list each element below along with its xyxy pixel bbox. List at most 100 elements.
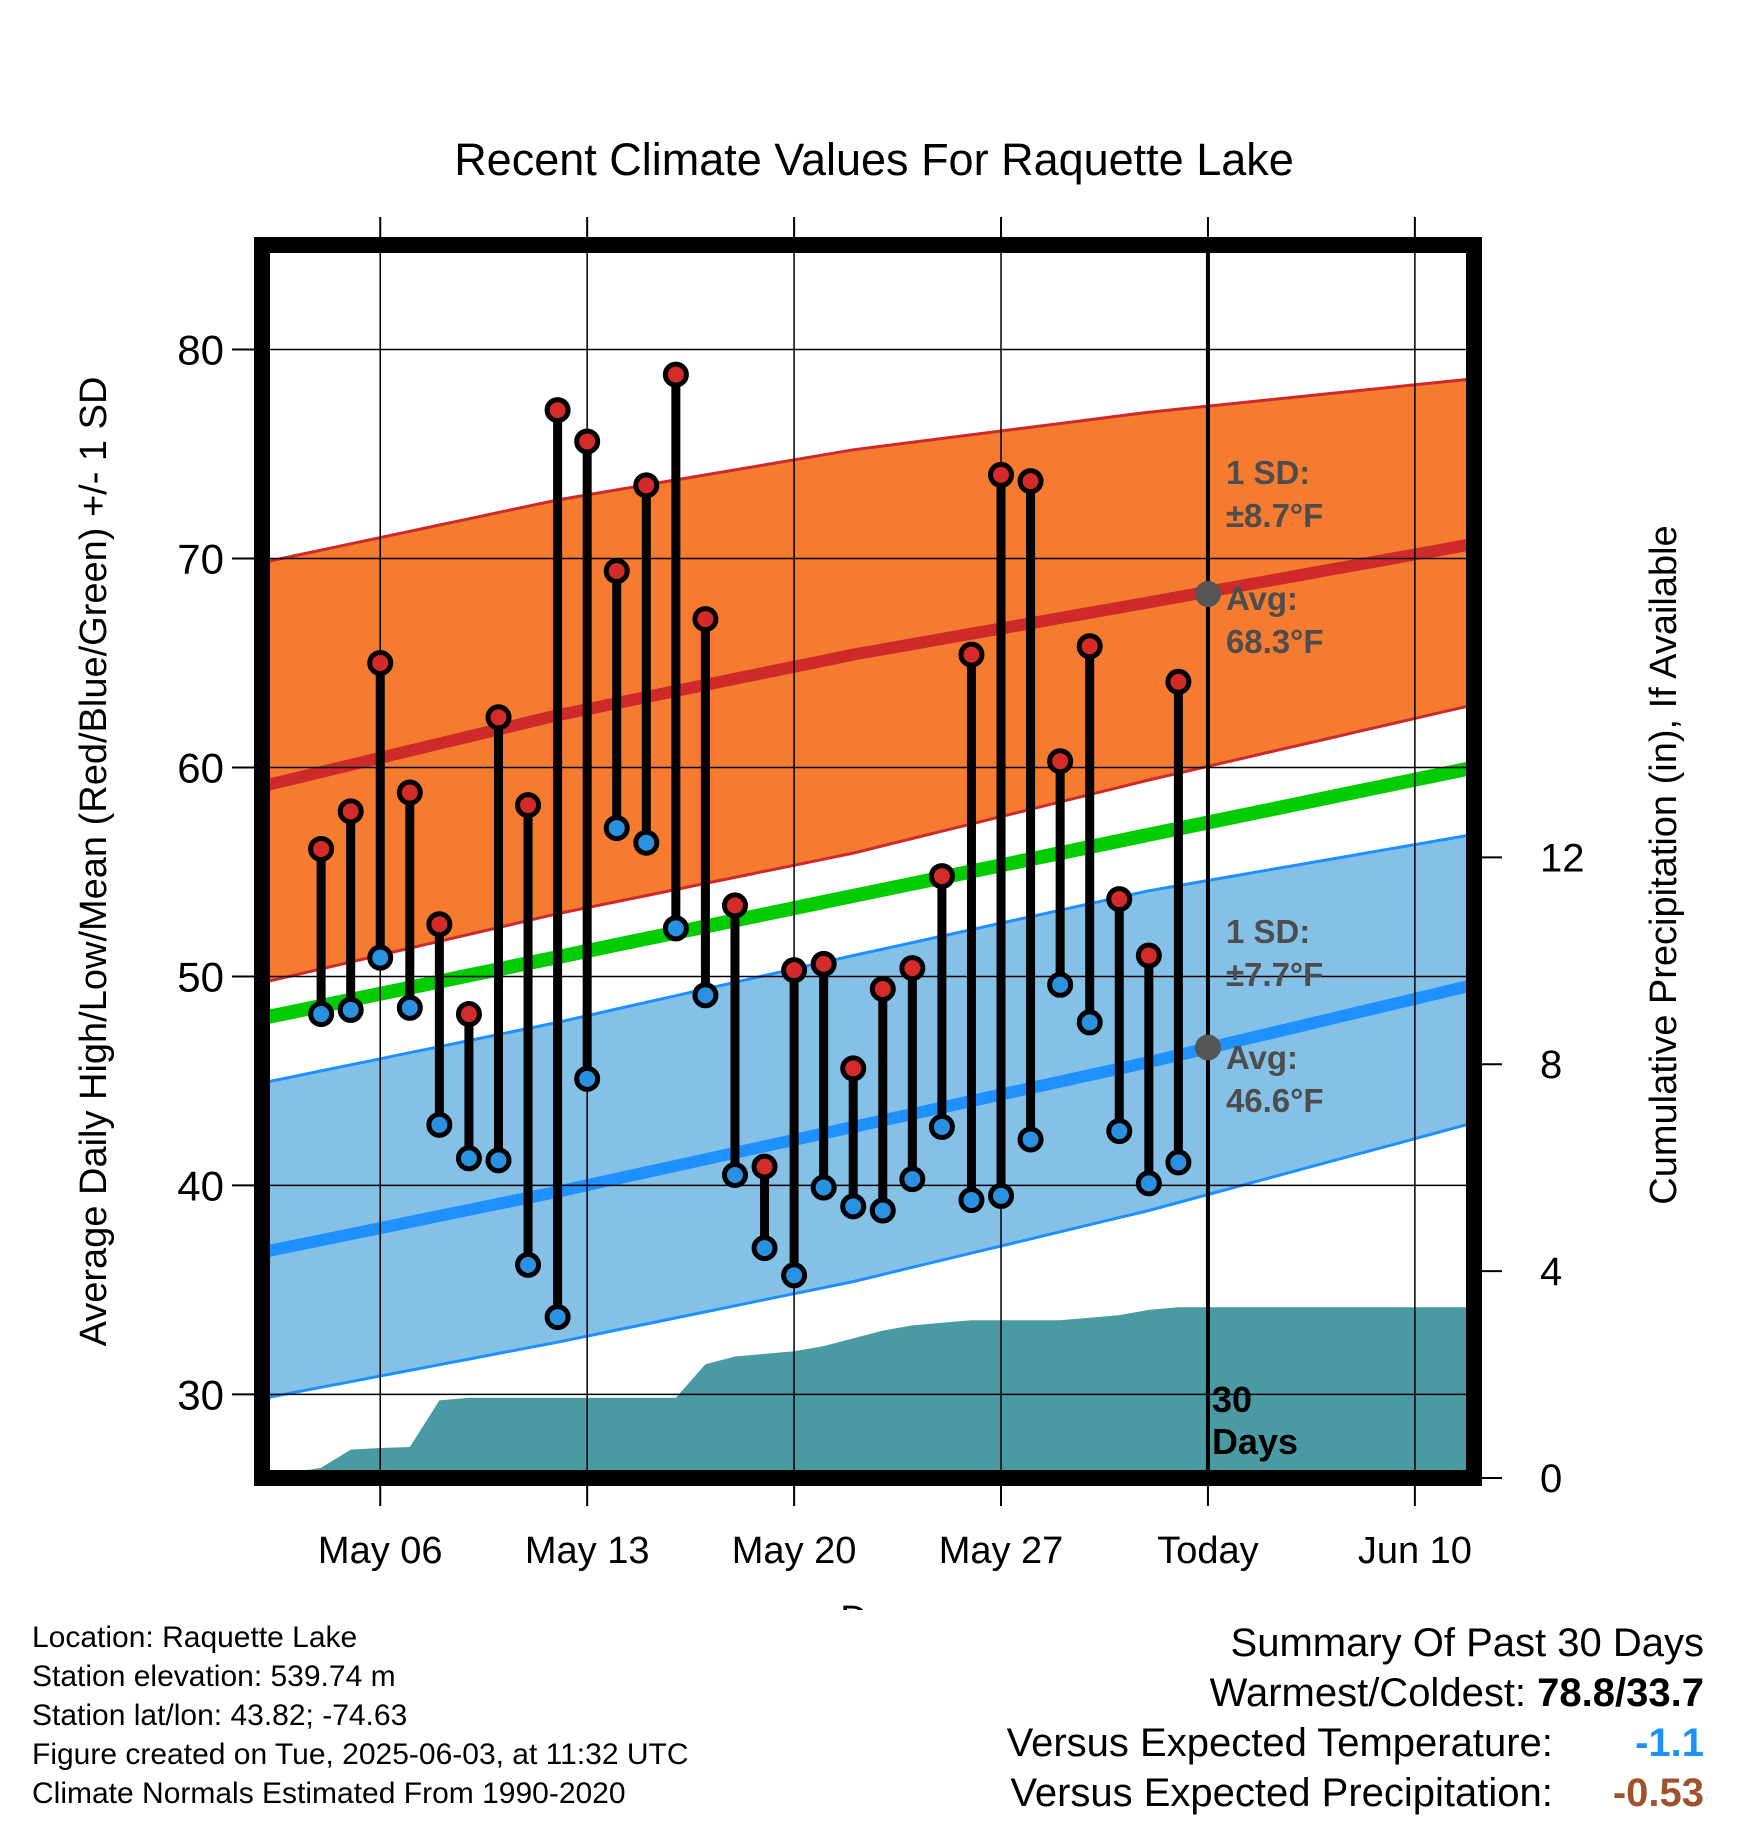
created-text: Figure created on Tue, 2025-06-03, at 11… — [32, 1738, 689, 1771]
y-right-tick-label: 8 — [1540, 1043, 1562, 1087]
warm-cold-label: Warmest/Coldest: — [1209, 1671, 1527, 1715]
low-sd-value: ±7.7°F — [1226, 956, 1323, 993]
daily-low-point — [869, 1197, 896, 1224]
daily-high-point — [485, 704, 512, 731]
y-right-tick-label: 0 — [1540, 1457, 1562, 1501]
climate-chart: Recent Climate Values For Raquette Lake … — [73, 134, 1685, 1610]
temp-departure-label: Versus Expected Temperature: — [1006, 1721, 1553, 1765]
daily-high-point — [337, 798, 364, 825]
daily-low-point — [810, 1174, 837, 1201]
daily-high-point — [751, 1153, 778, 1180]
normal-low-band — [262, 834, 1474, 1399]
daily-low-point — [455, 1145, 482, 1172]
daily-high-point — [721, 892, 748, 919]
plot-frame — [254, 237, 1482, 1486]
daily-low-point — [840, 1193, 867, 1220]
y-left-tick-label: 40 — [177, 1162, 224, 1209]
daily-low-point — [1076, 1009, 1103, 1036]
normal-high-minus-sd-line — [262, 703, 1474, 985]
daily-low-point — [988, 1182, 1015, 1209]
x-tick-label: May 20 — [732, 1530, 857, 1572]
normal-high-plus-sd-line — [262, 377, 1474, 565]
daily-low-point — [633, 829, 660, 856]
daily-low-point — [485, 1147, 512, 1174]
daily-high-point — [958, 641, 985, 668]
daily-low-point — [958, 1187, 985, 1214]
normal-low-mean-line — [262, 978, 1474, 1259]
daily-high-point — [1047, 748, 1074, 775]
elevation-text: Station elevation: 539.74 m — [32, 1660, 396, 1693]
daily-low-point — [515, 1251, 542, 1278]
daily-low-point — [692, 982, 719, 1009]
station-info: Location: Raquette Lake Station elevatio… — [32, 1618, 689, 1813]
y-left-tick-label: 70 — [177, 535, 224, 582]
daily-high-point — [692, 606, 719, 633]
daily-high-point — [1076, 633, 1103, 660]
y-right-tick-label: 4 — [1540, 1250, 1562, 1294]
daily-high-point — [455, 1001, 482, 1028]
daily-high-point — [603, 558, 630, 585]
daily-high-point — [1017, 468, 1044, 495]
high-avg-value: 68.3°F — [1226, 623, 1324, 660]
low-avg-label: Avg: — [1226, 1039, 1298, 1076]
normal-high-mean-line — [262, 537, 1474, 793]
daily-low-point — [603, 815, 630, 842]
chart-title: Recent Climate Values For Raquette Lake — [454, 134, 1294, 185]
daily-high-point — [810, 950, 837, 977]
daily-low-point — [928, 1113, 955, 1140]
daily-high-point — [869, 975, 896, 1002]
daily-high-point — [633, 472, 660, 499]
summary-title: Summary Of Past 30 Days — [1230, 1621, 1704, 1665]
daily-high-point — [781, 957, 808, 984]
y-left-axis-label: Average Daily High/Low/Mean (Red/Blue/Gr… — [73, 377, 115, 1347]
daily-high-point — [426, 911, 453, 938]
daily-high-point — [988, 461, 1015, 488]
daily-low-point — [662, 915, 689, 942]
high-sd-label: 1 SD: — [1226, 454, 1310, 491]
x-tick-label: May 06 — [318, 1530, 443, 1572]
y-left-tick-label: 30 — [177, 1371, 224, 1418]
daily-high-point — [396, 779, 423, 806]
daily-high-point — [899, 955, 926, 982]
days-word-label: Days — [1212, 1421, 1298, 1462]
daily-high-point — [515, 792, 542, 819]
summary-panel: Summary Of Past 30 Days Warmest/Coldest:… — [1007, 1618, 1704, 1818]
x-tick-label: May 27 — [939, 1530, 1064, 1572]
daily-high-point — [1165, 668, 1192, 695]
temp-departure-value: -1.1 — [1635, 1721, 1704, 1765]
normal-high-band — [262, 378, 1474, 983]
y-left-tick-label: 60 — [177, 744, 224, 791]
daily-low-point — [308, 1001, 335, 1028]
daily-low-point — [1106, 1118, 1133, 1145]
cumulative-precip-area — [262, 1307, 1474, 1478]
daily-low-point — [1017, 1126, 1044, 1153]
daily-high-point — [840, 1055, 867, 1082]
daily-low-point — [574, 1065, 601, 1092]
daily-low-point — [1047, 971, 1074, 998]
warm-cold-value: 78.8/33.7 — [1537, 1671, 1704, 1715]
low-avg-value: 46.6°F — [1226, 1082, 1324, 1119]
x-tick-label: May 13 — [525, 1530, 650, 1572]
low-avg-marker — [1194, 1034, 1221, 1061]
daily-low-point — [426, 1111, 453, 1138]
daily-low-point — [337, 996, 364, 1023]
daily-high-point — [574, 428, 601, 455]
daily-low-point — [721, 1161, 748, 1188]
normal-low-plus-sd-line — [262, 832, 1474, 1085]
precip-departure-value: -0.53 — [1612, 1771, 1704, 1815]
y-left-tick-label: 80 — [177, 326, 224, 373]
daily-high-point — [1106, 886, 1133, 913]
y-left-tick-label: 50 — [177, 953, 224, 1000]
x-tick-label: Today — [1157, 1530, 1258, 1572]
daily-high-point — [1135, 942, 1162, 969]
latlon-text: Station lat/lon: 43.82; -74.63 — [32, 1699, 408, 1732]
daily-low-point — [751, 1235, 778, 1262]
normals-text: Climate Normals Estimated From 1990-2020 — [32, 1777, 626, 1810]
high-avg-label: Avg: — [1226, 580, 1298, 617]
precip-departure-label: Versus Expected Precipitation: — [1010, 1771, 1553, 1815]
daily-high-point — [662, 361, 689, 388]
y-right-axis-label: Cumulative Precipitation (in), If Availa… — [1643, 525, 1685, 1204]
days-count-label: 30 — [1212, 1379, 1252, 1420]
normal-low-minus-sd-line — [262, 1121, 1474, 1401]
high-sd-value: ±8.7°F — [1226, 497, 1323, 534]
